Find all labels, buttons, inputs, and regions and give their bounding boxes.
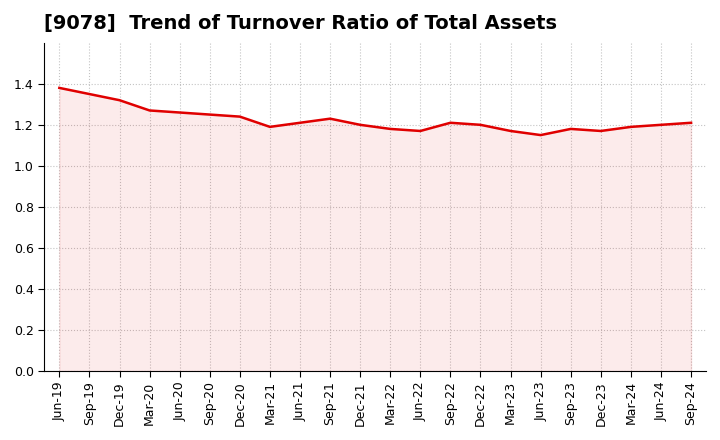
Text: [9078]  Trend of Turnover Ratio of Total Assets: [9078] Trend of Turnover Ratio of Total … xyxy=(45,14,557,33)
